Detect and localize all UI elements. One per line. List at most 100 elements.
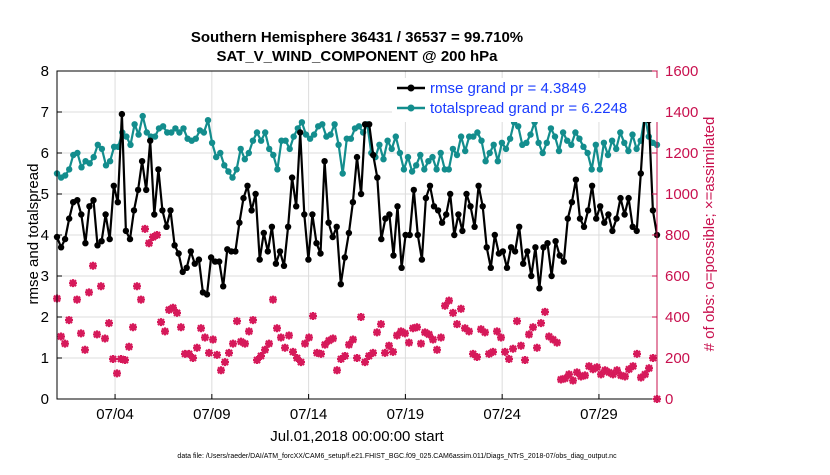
obs-marker xyxy=(265,339,273,348)
x-tick-label: 07/24 xyxy=(483,406,521,423)
rmse-point xyxy=(613,215,620,222)
rmse-point xyxy=(455,211,462,218)
obs-marker xyxy=(537,319,545,328)
obs-marker xyxy=(353,354,361,362)
totalspread-point xyxy=(621,139,628,146)
obs-marker xyxy=(609,370,617,379)
obs-marker xyxy=(369,348,377,357)
obs-marker xyxy=(501,347,509,356)
obs-marker xyxy=(545,332,553,341)
totalspread-point xyxy=(625,147,632,155)
obs-marker xyxy=(77,329,85,338)
obs-marker xyxy=(417,339,425,348)
totalspread-point xyxy=(131,121,138,128)
rmse-point xyxy=(260,229,267,237)
rmse-point xyxy=(114,199,122,206)
obs-marker xyxy=(105,319,113,328)
rmse-point xyxy=(236,219,243,226)
rmse-point xyxy=(528,272,535,280)
totalspread-point xyxy=(237,145,244,153)
rmse-point xyxy=(183,264,190,271)
obs-marker xyxy=(509,344,517,353)
totalspread-point xyxy=(245,149,252,157)
obs-marker xyxy=(421,328,429,337)
obs-marker xyxy=(533,343,541,352)
obs-marker xyxy=(185,349,193,358)
obs-marker xyxy=(213,350,221,359)
rmse-point xyxy=(293,203,300,210)
legend-entry-rmse: rmse grand pr = 4.3849 xyxy=(430,80,586,97)
obs-marker xyxy=(281,343,289,352)
obs-marker xyxy=(449,308,457,317)
obs-marker xyxy=(637,373,645,382)
totalspread-point xyxy=(470,133,477,140)
totalspread-point xyxy=(604,151,612,159)
obs-marker xyxy=(525,330,533,339)
obs-marker xyxy=(153,231,161,239)
rmse-point xyxy=(499,248,507,255)
totalspread-point xyxy=(233,166,240,173)
totalspread-point xyxy=(396,149,404,157)
obs-marker xyxy=(293,354,301,362)
rmse-point xyxy=(341,254,348,261)
totalspread-point xyxy=(127,141,134,148)
totalspread-point xyxy=(159,123,167,130)
rmse-point xyxy=(134,186,142,194)
rmse-point xyxy=(74,197,81,204)
rmse-point xyxy=(345,229,353,237)
totalspread-point xyxy=(213,153,220,161)
rmse-point xyxy=(418,256,426,263)
obs-marker xyxy=(197,324,205,333)
obs-marker xyxy=(157,318,165,327)
obs-marker xyxy=(385,341,393,350)
y-tick-label: 8 xyxy=(41,63,49,80)
obs-marker xyxy=(121,356,129,365)
obs-marker xyxy=(349,335,357,344)
totalspread-point xyxy=(151,133,159,140)
totalspread-point xyxy=(584,149,591,157)
obs-marker xyxy=(177,323,185,332)
obs-marker xyxy=(645,364,653,373)
rmse-point xyxy=(588,182,596,189)
obs-marker xyxy=(309,311,317,320)
obs-marker xyxy=(149,233,157,242)
obs-marker xyxy=(129,323,137,332)
obs-marker xyxy=(345,340,353,349)
rmse-point xyxy=(90,197,97,204)
obs-marker xyxy=(161,327,169,336)
rmse-point xyxy=(463,190,470,198)
rmse-point xyxy=(366,121,373,128)
obs-marker xyxy=(305,333,313,342)
rmse-point xyxy=(82,240,89,247)
totalspread-point xyxy=(376,141,383,148)
x-tick-label: 07/14 xyxy=(290,406,328,423)
obs-marker xyxy=(625,365,633,374)
rmse-point xyxy=(597,203,604,210)
totalspread-point xyxy=(417,151,424,159)
totalspread-point xyxy=(490,141,497,148)
rmse-point xyxy=(175,250,182,257)
y-tick-label: 0 xyxy=(41,391,49,408)
totalspread-point xyxy=(208,139,216,146)
totalspread-point xyxy=(433,166,440,173)
rmse-point xyxy=(406,231,413,239)
rmse-point xyxy=(398,264,405,271)
obs-marker xyxy=(465,327,473,336)
obs-marker xyxy=(97,282,105,291)
obs-marker xyxy=(473,352,481,361)
rmse-point xyxy=(430,203,438,210)
obs-marker xyxy=(141,224,149,233)
totalspread-point xyxy=(413,162,420,169)
totalspread-point xyxy=(576,135,583,142)
obs-marker xyxy=(393,331,401,340)
rmse-point xyxy=(179,268,186,276)
rmse-point xyxy=(625,194,632,202)
totalspread-point xyxy=(535,139,542,146)
obs-marker xyxy=(65,316,73,325)
obs-marker xyxy=(301,339,309,348)
obs-marker xyxy=(61,339,69,348)
x-tick-label: 07/29 xyxy=(580,406,618,423)
obs-marker xyxy=(453,320,461,329)
totalspread-point xyxy=(319,121,326,128)
